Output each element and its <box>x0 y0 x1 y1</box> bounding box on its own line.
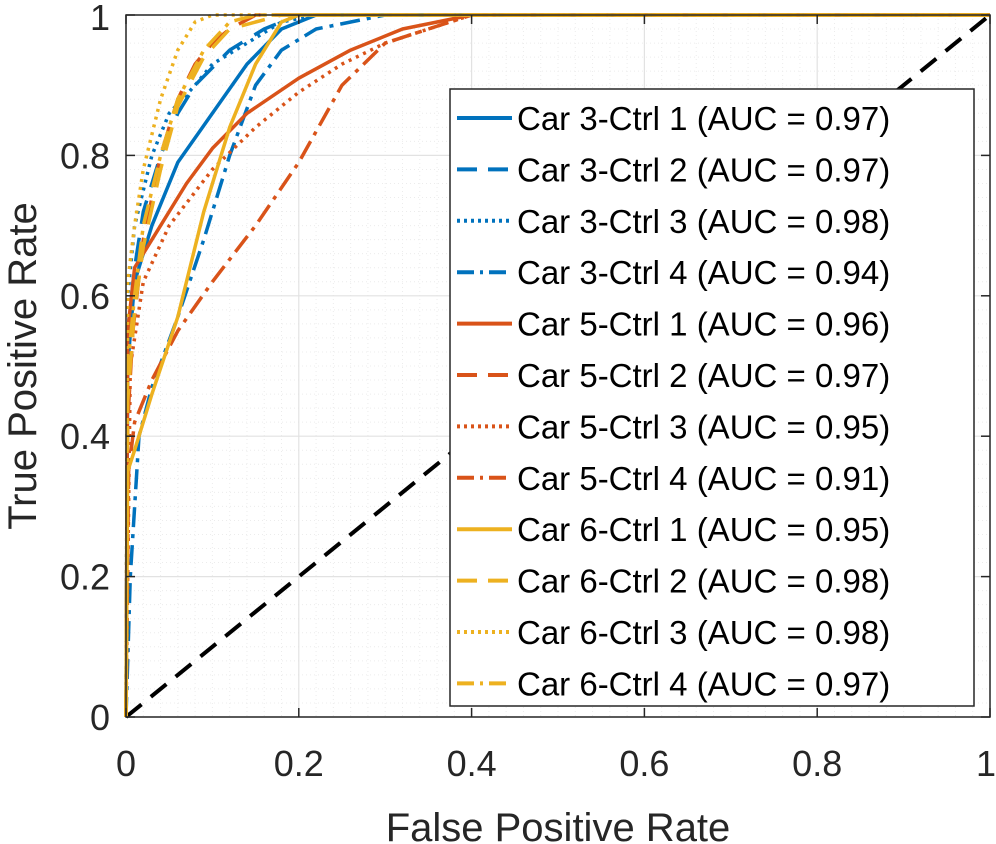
y-tick-label: 0.4 <box>60 416 110 457</box>
y-axis-label: True Positive Rate <box>1 202 45 530</box>
x-tick-label: 0.8 <box>792 743 842 784</box>
y-tick-label: 0 <box>90 697 110 738</box>
y-tick-label: 0.8 <box>60 135 110 176</box>
legend-label-10: Car 6-Ctrl 2 (AUC = 0.98) <box>517 563 890 600</box>
x-tick-label: 0 <box>116 743 136 784</box>
legend: Car 3-Ctrl 1 (AUC = 0.97) Car 3-Ctrl 2 (A… <box>449 88 975 707</box>
legend-label-6: Car 5-Ctrl 2 (AUC = 0.97) <box>517 357 890 394</box>
axes-frame <box>125 14 991 718</box>
series-line-10 <box>124 13 990 718</box>
x-tick-label: 0.6 <box>619 743 669 784</box>
x-tick-label: 0.2 <box>274 743 324 784</box>
legend-label-4: Car 3-Ctrl 4 (AUC = 0.94) <box>517 254 890 291</box>
series-line-9 <box>124 13 990 718</box>
legend-box <box>449 88 975 707</box>
legend-label-3: Car 3-Ctrl 3 (AUC = 0.98) <box>517 203 890 240</box>
legend-label-8: Car 5-Ctrl 4 (AUC = 0.91) <box>517 460 890 497</box>
y-tick-label: 1 <box>90 0 110 38</box>
y-tick-label: 0.6 <box>60 276 110 317</box>
legend-label-9: Car 6-Ctrl 1 (AUC = 0.95) <box>517 511 890 548</box>
axes-box <box>125 14 991 718</box>
legend-label-12: Car 6-Ctrl 4 (AUC = 0.97) <box>517 665 890 702</box>
x-tick-label: 0.4 <box>447 743 497 784</box>
legend-label-2: Car 3-Ctrl 2 (AUC = 0.97) <box>517 151 890 188</box>
legend-label-7: Car 5-Ctrl 3 (AUC = 0.95) <box>517 408 890 445</box>
legend-label-5: Car 5-Ctrl 1 (AUC = 0.96) <box>517 306 890 343</box>
tick-labels: 0 0.2 0.4 0.6 0.8 1 0 0.2 0.4 0.6 0.8 1 <box>60 0 996 784</box>
x-tick-label: 1 <box>976 743 996 784</box>
legend-label-1: Car 3-Ctrl 1 (AUC = 0.97) <box>517 100 890 137</box>
legend-label-11: Car 6-Ctrl 3 (AUC = 0.98) <box>517 614 890 651</box>
y-tick-label: 0.2 <box>60 557 110 598</box>
x-axis-label: False Positive Rate <box>386 806 731 844</box>
